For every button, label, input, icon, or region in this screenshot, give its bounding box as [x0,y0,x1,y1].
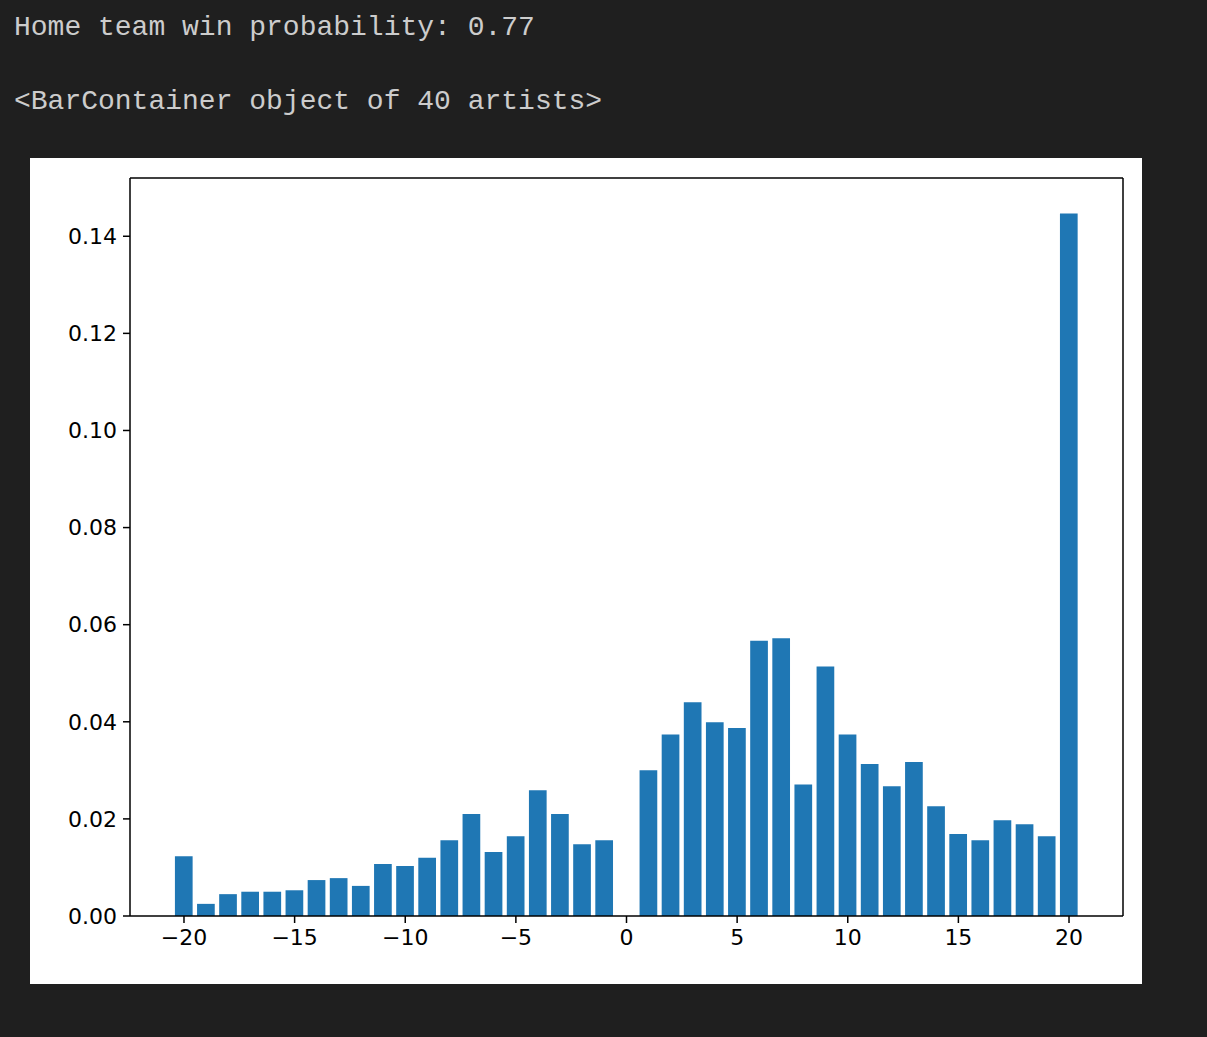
svg-text:0.04: 0.04 [68,710,117,735]
svg-text:−10: −10 [382,925,428,950]
svg-text:0.10: 0.10 [68,418,117,443]
svg-text:0.12: 0.12 [68,321,117,346]
svg-text:0.08: 0.08 [68,515,117,540]
svg-text:5: 5 [730,925,744,950]
svg-text:0.00: 0.00 [68,904,117,929]
svg-text:0.02: 0.02 [68,807,117,832]
svg-text:20: 20 [1055,925,1083,950]
html-text:Home team win probability: 0.7: Home team win probability: 0.77 [14,12,535,43]
svg-text:0.14: 0.14 [68,224,117,249]
svg-text:0: 0 [620,925,634,950]
svg-text:−20: −20 [161,925,207,950]
svg-text:10: 10 [834,925,862,950]
svg-text:−5: −5 [500,925,532,950]
svg-text:−15: −15 [271,925,317,950]
html-text:<BarContainer object of 40 art: <BarContainer object of 40 artists> [14,86,603,117]
svg-text:15: 15 [944,925,972,950]
svg-text:0.06: 0.06 [68,612,117,637]
